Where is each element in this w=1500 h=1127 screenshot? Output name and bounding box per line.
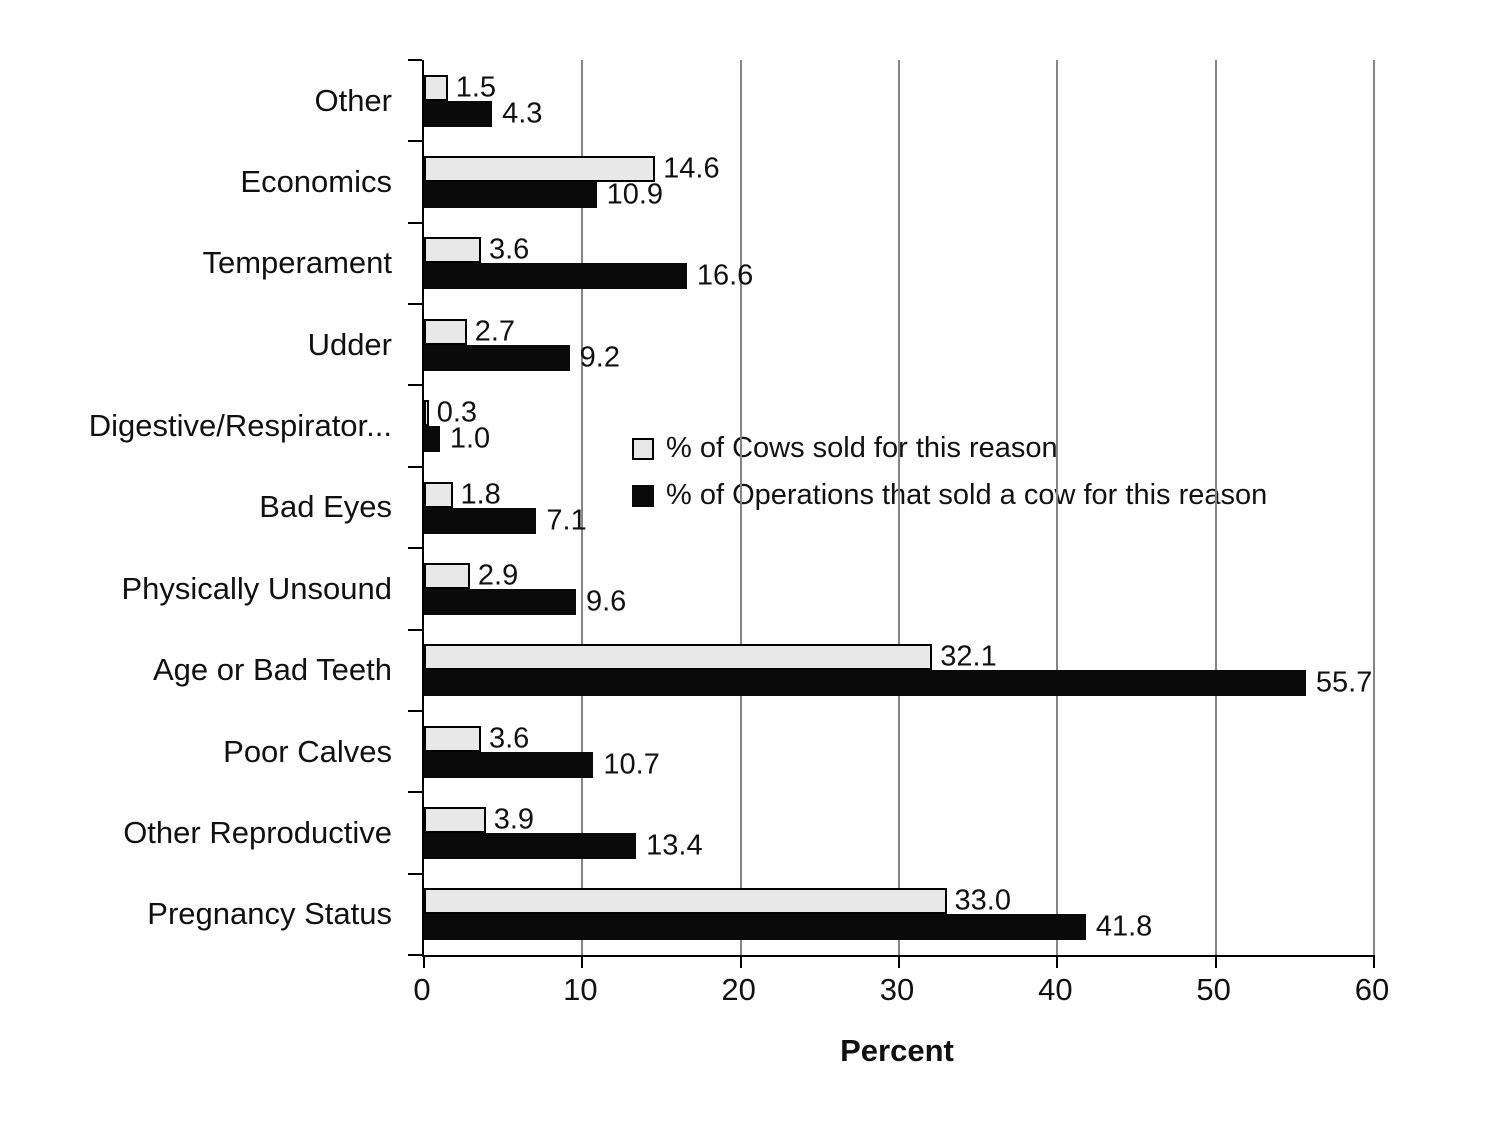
- bar-operations: 41.8: [424, 911, 1152, 943]
- value-label: 7.1: [546, 504, 587, 536]
- bar-operations: 10.7: [424, 748, 660, 780]
- bar-cows: 3.6: [424, 722, 529, 754]
- legend-label-cows: % of Cows sold for this reason: [666, 432, 1058, 464]
- legend-item-cows: % of Cows sold for this reason: [632, 432, 1267, 465]
- bar-cows: 33.0: [424, 885, 1011, 917]
- gridline-20: [739, 60, 742, 955]
- bar-operations: 9.2: [424, 341, 620, 373]
- gridline-30: [898, 60, 900, 955]
- x-tick-60: [1373, 955, 1375, 968]
- y-tick-2: [408, 222, 422, 224]
- bar-cows: 2.9: [424, 559, 518, 591]
- category-label: Economics: [240, 164, 392, 200]
- legend-swatch-cows: [632, 437, 654, 460]
- y-tick-9: [408, 791, 422, 793]
- category-label: Digestive/Respirator...: [88, 408, 392, 444]
- gridline-60: [1373, 60, 1375, 955]
- value-label: 4.3: [502, 97, 543, 130]
- bar-cows: 3.6: [424, 234, 529, 266]
- bar-operations: 16.6: [424, 260, 753, 292]
- bar-operations: 10.9: [424, 179, 663, 211]
- category-label: Other Reproductive: [123, 814, 392, 850]
- category-axis-labels: Other Economics Temperament Udder Digestive/…: [0, 60, 406, 955]
- value-label: 1.5: [455, 71, 497, 104]
- category-label: Pregnancy Status: [147, 896, 392, 932]
- value-label: 33.0: [954, 884, 1011, 917]
- value-label: 9.6: [586, 585, 627, 618]
- y-tick-4: [408, 384, 422, 386]
- bar-operations: 55.7: [424, 667, 1372, 699]
- y-tick-0: [408, 59, 422, 61]
- value-label: 10.7: [603, 748, 660, 781]
- x-tick-0: [423, 955, 425, 968]
- bar-cows: 1.5: [424, 71, 496, 103]
- x-tick-10: [581, 955, 584, 968]
- value-label: 55.7: [1315, 666, 1373, 699]
- x-tick-label-50: 50: [1196, 972, 1231, 1007]
- value-label: 14.6: [663, 152, 720, 185]
- y-tick-8: [408, 710, 422, 712]
- category-label: Other: [314, 82, 392, 118]
- category-label: Udder: [307, 326, 392, 362]
- plot-area: % of Cows sold for this reason % of Oper…: [408, 59, 1375, 968]
- y-tick-7: [408, 629, 422, 631]
- x-tick-50: [1214, 955, 1217, 968]
- category-label: Bad Eyes: [259, 489, 392, 525]
- legend-swatch-operations: [632, 484, 654, 507]
- value-label: 3.9: [493, 803, 535, 836]
- category-label: Physically Unsound: [121, 570, 392, 606]
- value-label: 16.6: [696, 259, 754, 292]
- value-label: 9.2: [579, 341, 620, 374]
- bar-cows: 14.6: [424, 153, 720, 185]
- bar-cows: 32.1: [424, 641, 997, 673]
- bar-cows: 0.3: [424, 397, 477, 429]
- value-label: 2.7: [474, 315, 516, 348]
- category-label: Poor Calves: [223, 733, 392, 769]
- legend-label-operations: % of Operations that sold a cow for this…: [666, 479, 1268, 511]
- x-tick-20: [739, 955, 742, 968]
- x-tick-30: [898, 955, 900, 968]
- x-tick-label-0: 0: [413, 972, 431, 1007]
- value-label: 2.9: [477, 559, 519, 592]
- gridline-40: [1056, 60, 1059, 955]
- value-label: 1.0: [449, 422, 491, 455]
- bar-operations: 13.4: [424, 829, 703, 861]
- value-label: 13.4: [646, 829, 703, 862]
- legend-item-operations: % of Operations that sold a cow for this…: [632, 479, 1267, 512]
- value-label: 32.1: [940, 640, 997, 673]
- x-tick-label-20: 20: [721, 972, 756, 1007]
- gridline-50: [1214, 60, 1217, 955]
- bar-cows: 1.8: [424, 478, 501, 510]
- bar-cows: 3.9: [424, 803, 534, 835]
- category-label: Age or Bad Teeth: [153, 652, 392, 688]
- y-tick-6: [408, 547, 422, 549]
- x-tick-label-10: 10: [563, 972, 598, 1007]
- bar-cows: 2.7: [424, 315, 515, 347]
- value-label: 0.3: [436, 396, 478, 429]
- y-tick-5: [408, 466, 422, 468]
- bar-operations: 9.6: [424, 585, 626, 617]
- y-tick-10: [408, 873, 422, 875]
- y-tick-1: [408, 140, 422, 142]
- x-tick-label-40: 40: [1038, 972, 1073, 1007]
- value-label: 3.6: [489, 233, 530, 266]
- value-label: 10.9: [606, 178, 664, 211]
- bar-operations: 7.1: [424, 504, 587, 536]
- x-axis-title: Percent: [840, 1033, 954, 1068]
- value-label: 3.6: [489, 722, 530, 755]
- value-label: 41.8: [1095, 910, 1153, 943]
- x-tick-label-30: 30: [879, 972, 915, 1007]
- bar-operations: 4.3: [424, 97, 542, 129]
- x-tick-40: [1056, 955, 1059, 968]
- legend: % of Cows sold for this reason % of Oper…: [632, 432, 1267, 512]
- x-tick-label-60: 60: [1354, 972, 1390, 1007]
- gridline-10: [581, 60, 584, 955]
- y-tick-11: [408, 954, 422, 956]
- value-label: 1.8: [460, 478, 501, 510]
- category-label: Temperament: [202, 245, 392, 281]
- y-tick-3: [408, 303, 422, 305]
- bar-operations: 1.0: [424, 423, 490, 455]
